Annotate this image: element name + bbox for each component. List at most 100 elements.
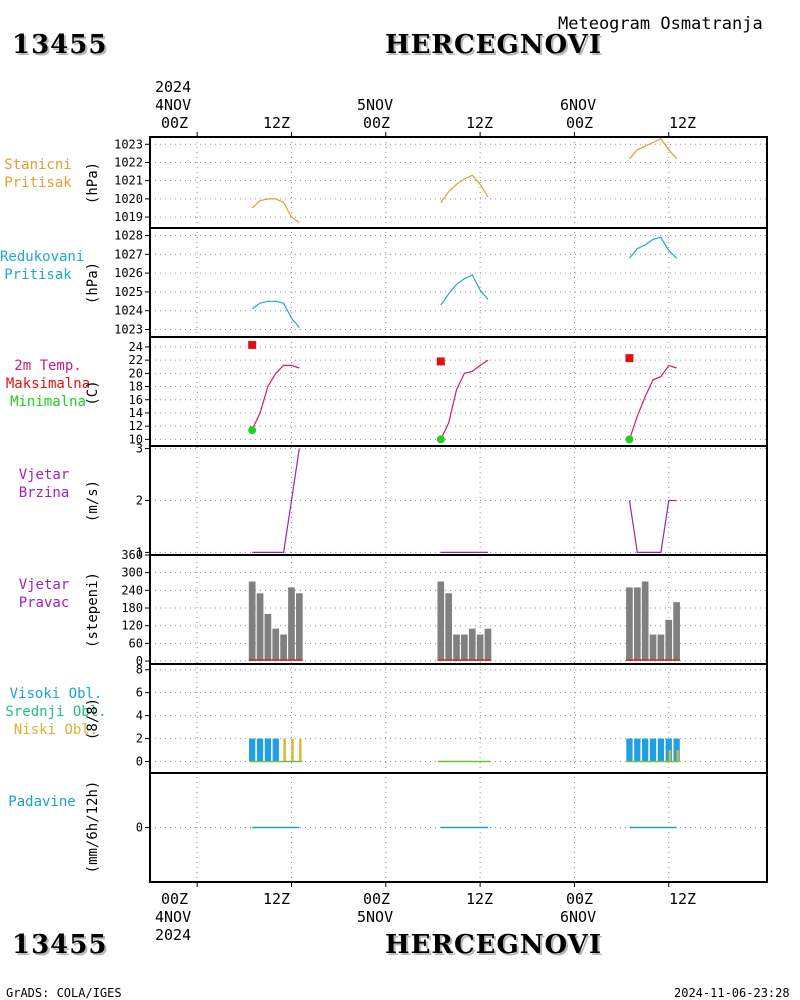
panel-5-ytick-label-3: 120 xyxy=(121,619,143,633)
cloud-bar-3-21 xyxy=(676,750,679,762)
panel-3-ytick-label-6: 20 xyxy=(129,366,143,380)
cloud-bar-1-1 xyxy=(249,738,256,762)
reduced-pressure-label-line-1: Redukovani xyxy=(0,249,85,265)
wind-speed-unit: (m/s) xyxy=(85,479,101,523)
reduced-pressure-line-1 xyxy=(251,300,300,328)
meteogram-subtitle: Meteogram Osmatranja xyxy=(558,14,763,34)
panel-3-ytick-label-7: 22 xyxy=(129,353,143,367)
cloud-bar-1-4 xyxy=(272,738,279,762)
bottom-tick-label-5: 00Z xyxy=(566,890,594,908)
cloud-bar-3-7 xyxy=(299,738,302,762)
bottom-year-label: 2024 xyxy=(155,926,192,944)
cloud-bar-1-18 xyxy=(649,738,657,762)
station-pressure-line-1 xyxy=(251,198,300,223)
precip-label-line-1: Padavine xyxy=(8,794,76,810)
top-tick-label-3: 00Z xyxy=(363,114,391,132)
panel-5-ytick-label-7: 360 xyxy=(121,548,143,562)
bottom-tick-label-1: 00Z xyxy=(161,890,189,908)
top-day-label-3: 6NOV xyxy=(560,96,597,114)
top-year-label: 2024 xyxy=(155,78,192,96)
panel-2-ytick-label-2: 1024 xyxy=(114,304,143,318)
panel-6-ytick-label-1: 0 xyxy=(136,755,143,769)
clouds-label: Visoki Obl. Srednji Obl. Niski Obl. xyxy=(0,685,112,739)
footer-timestamp: 2024-11-06-23:28 xyxy=(674,986,790,1000)
wind-direction-bar-8 xyxy=(437,581,445,662)
wind-speed-line-3 xyxy=(628,499,677,554)
panel-3-ytick-label-4: 16 xyxy=(129,393,143,407)
panel-5-ytick-label-2: 60 xyxy=(129,636,143,650)
panel-5-ytick-label-6: 300 xyxy=(121,566,143,580)
wind-direction-bar-2 xyxy=(256,593,264,662)
wind-direction-bar-21 xyxy=(673,602,680,662)
wind-direction-bar-1 xyxy=(248,581,256,662)
wind-direction-bar-9 xyxy=(445,593,453,662)
wind-direction-bar-16 xyxy=(633,587,641,662)
reduced-pressure-label-line-2: Pritisak xyxy=(4,267,72,283)
temperature-unit: (C) xyxy=(85,380,101,406)
cloud-bar-1-17 xyxy=(642,738,649,762)
wind-direction-bar-15 xyxy=(626,587,633,662)
wind-direction-bar-3 xyxy=(264,613,272,662)
wind-direction-bar-12 xyxy=(468,628,476,662)
reduced-pressure-unit: (hPa) xyxy=(85,261,101,305)
panel-6-ytick-label-2: 2 xyxy=(136,732,143,746)
top-tick-label-2: 12Z xyxy=(263,114,291,132)
top-day-label-1: 4NOV xyxy=(155,96,192,114)
cloud-bar-1-3 xyxy=(264,738,272,762)
panel-6-ytick-label-3: 4 xyxy=(136,709,143,723)
top-tick-label-1: 00Z xyxy=(161,114,189,132)
station-pressure-unit: (hPa) xyxy=(85,161,101,205)
cloud-bar-3-5 xyxy=(283,738,286,762)
bottom-day-label-1: 4NOV xyxy=(155,908,192,926)
max-temp-marker-2 xyxy=(436,357,445,366)
plot-frame xyxy=(149,136,768,883)
wind-direction-bar-18 xyxy=(649,634,657,662)
temperature-line-1 xyxy=(251,364,300,430)
panel-1-ytick-label-4: 1022 xyxy=(114,155,143,169)
panel-2-ytick-label-3: 1025 xyxy=(114,285,143,299)
wind-direction-bar-5 xyxy=(280,634,287,662)
panel-4-ytick-label-2: 2 xyxy=(136,494,143,508)
top-tick-label-5: 00Z xyxy=(566,114,594,132)
bottom-tick-label-2: 12Z xyxy=(263,890,291,908)
panel-5-ytick-label-5: 240 xyxy=(121,583,143,597)
panel-2-ytick-label-6: 1028 xyxy=(114,229,143,243)
min-temp-marker-3 xyxy=(625,435,634,444)
clouds-unit: (8/8) xyxy=(85,697,101,741)
panel-4-ytick-label-1: 1 xyxy=(136,545,143,559)
reduced-pressure-line-3 xyxy=(629,236,678,259)
station-name-bottom: HERCEGNOVI xyxy=(385,930,602,960)
station-id-bottom: 13455 xyxy=(12,930,108,960)
cloud-bar-1-19 xyxy=(657,738,665,762)
top-day-label-2: 5NOV xyxy=(357,96,394,114)
panel-5-ytick-label-1: 0 xyxy=(136,654,143,668)
temperature-label-line-2: Maksimalna xyxy=(5,376,91,392)
wind-speed-label: Vjetar Brzina xyxy=(6,466,82,502)
temperature-line-2 xyxy=(440,359,489,440)
min-temp-marker-2 xyxy=(436,435,445,444)
wind-speed-label-line-2: Brzina xyxy=(18,485,70,501)
panel-6-ytick-label-5: 8 xyxy=(136,663,143,677)
station-id-top: 13455 xyxy=(12,30,108,60)
cloud-bar-1-2 xyxy=(256,738,264,762)
panel-1-ytick-label-2: 1020 xyxy=(114,192,143,206)
precip-unit: (mm/6h/12h) xyxy=(85,780,101,874)
panel-5-ytick-label-4: 180 xyxy=(121,601,143,615)
wind-speed-label-line-1: Vjetar xyxy=(18,467,70,483)
max-temp-marker-3 xyxy=(625,354,634,363)
wind-direction-bar-6 xyxy=(288,587,295,662)
wind-direction-bar-20 xyxy=(665,619,673,662)
wind-direction-bar-14 xyxy=(484,628,492,662)
panel-1-ytick-label-3: 1021 xyxy=(114,174,143,188)
panel-2-ytick-label-5: 1027 xyxy=(114,247,143,261)
panel-3-ytick-label-2: 12 xyxy=(129,419,143,433)
cloud-bar-3-20 xyxy=(668,750,671,762)
temperature-label: 2m Temp. Maksimalna Minimalna xyxy=(0,357,96,411)
station-pressure-label: Stanicni Pritisak xyxy=(4,156,72,192)
panel-2-ytick-label-4: 1026 xyxy=(114,266,143,280)
bottom-day-label-2: 5NOV xyxy=(357,908,394,926)
panel-4-ytick-label-3: 3 xyxy=(136,442,143,456)
station-name-top: HERCEGNOVI xyxy=(385,30,602,60)
station-pressure-line-3 xyxy=(629,138,678,160)
